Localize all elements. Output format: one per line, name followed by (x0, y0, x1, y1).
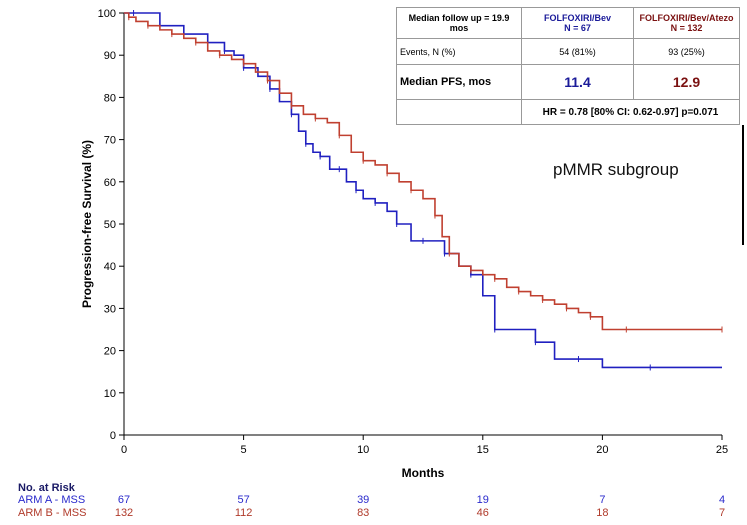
events-arm-b: 93 (25%) (633, 37, 740, 66)
risk-count-arm-b-1: 112 (234, 507, 253, 519)
risk-count-arm-a-2: 39 (357, 494, 370, 506)
x-tick-label-2: 10 (357, 444, 369, 456)
risk-count-arm-b-5: 7 (718, 507, 726, 519)
arm-a-header: FOLFOXIRI/Bev N = 67 (521, 7, 634, 39)
risk-count-arm-b-0: 132 (114, 507, 134, 519)
y-tick-label-6: 60 (104, 177, 116, 189)
km-curve-series-1 (124, 12, 722, 331)
risk-count-arm-a-4: 7 (599, 494, 606, 506)
events-label: Events, N (%) (396, 37, 522, 66)
risk-count-arm-b-3: 46 (476, 507, 489, 519)
subgroup-label: pMMR subgroup (553, 160, 679, 179)
risk-count-arm-b-2: 83 (357, 507, 370, 519)
km-curve-series-0 (124, 12, 722, 369)
median-pfs-arm-b: 12.9 (633, 64, 740, 101)
y-tick-label-1: 10 (104, 388, 116, 400)
risk-count-arm-a-0: 67 (117, 494, 131, 506)
x-tick-label-0: 0 (121, 444, 127, 456)
y-tick-label-2: 20 (104, 346, 116, 358)
hazard-ratio: HR = 0.78 [80% CI: 0.62-0.97] p=0.071 (521, 99, 740, 125)
events-arm-a: 54 (81%) (521, 37, 634, 66)
y-tick-label-7: 70 (104, 135, 116, 147)
y-tick-label-10: 100 (98, 8, 116, 20)
stats-table: Median follow up = 19.9 mos FOLFOXIRI/Be… (396, 7, 740, 125)
edge-bar (742, 125, 744, 245)
arm-a-n: N = 67 (564, 22, 591, 33)
risk-count-arm-a-1: 57 (237, 494, 250, 506)
y-tick-label-5: 50 (104, 219, 116, 231)
y-tick-label-0: 0 (110, 430, 116, 442)
median-pfs-arm-a: 11.4 (521, 64, 634, 101)
x-tick-label-4: 20 (596, 444, 608, 456)
risk-arm-a-label: ARM A - MSS (18, 494, 86, 506)
risk-count-arm-a-3: 19 (476, 494, 489, 506)
arm-b-name: FOLFOXIRI/Bev/Atezo (639, 12, 734, 23)
x-axis-label: Months (402, 466, 445, 480)
y-tick-label-9: 90 (104, 50, 116, 62)
risk-arm-b-label: ARM B - MSS (18, 507, 87, 519)
y-tick-label-8: 80 (104, 92, 116, 104)
y-axis-label: Progression-free Survival (%) (80, 140, 94, 308)
x-tick-label-1: 5 (241, 444, 247, 456)
y-tick-label-3: 30 (104, 303, 116, 315)
median-pfs-label: Median PFS, mos (396, 64, 522, 101)
x-tick-label-5: 25 (716, 444, 728, 456)
risk-table-title: No. at Risk (18, 482, 75, 494)
follow-up-label: Median follow up = 19.9 mos (396, 7, 522, 39)
risk-count-arm-a-5: 4 (718, 494, 726, 506)
arm-b-n: N = 132 (670, 22, 703, 33)
y-tick-label-4: 40 (104, 261, 116, 273)
arm-b-header: FOLFOXIRI/Bev/Atezo N = 132 (633, 7, 740, 39)
arm-a-name: FOLFOXIRI/Bev (543, 12, 611, 23)
risk-count-arm-b-4: 18 (596, 507, 609, 519)
x-tick-label-3: 15 (477, 444, 489, 456)
